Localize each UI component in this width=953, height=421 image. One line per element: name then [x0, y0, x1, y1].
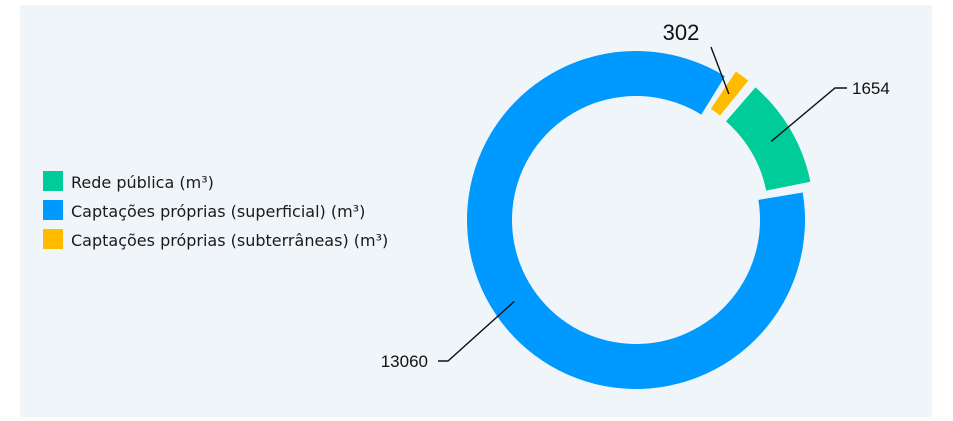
leader-line-captacoes-subterraneas [710, 46, 730, 95]
legend-swatch-captacoes-superficial [43, 200, 63, 220]
data-label-captacoes-superficial: 13060 [381, 352, 428, 371]
leader-line-rede-publica [770, 87, 847, 142]
legend-label-captacoes-subterraneas: Captações próprias (subterrâneas) (m³) [71, 231, 388, 250]
legend-label-rede-publica: Rede pública (m³) [71, 173, 214, 192]
legend: Rede pública (m³) Captações próprias (su… [43, 171, 388, 250]
legend-item-rede-publica[interactable]: Rede pública (m³) [43, 171, 214, 192]
donut-slices [466, 50, 811, 389]
legend-item-captacoes-superficial[interactable]: Captações próprias (superficial) (m³) [43, 200, 365, 221]
data-labels: 1654 13060 302 [381, 20, 890, 371]
legend-swatch-captacoes-subterraneas [43, 229, 63, 249]
leader-lines [438, 46, 847, 362]
legend-label-captacoes-superficial: Captações próprias (superficial) (m³) [71, 202, 365, 221]
legend-swatch-rede-publica [43, 171, 63, 191]
data-label-captacoes-subterraneas: 302 [663, 20, 700, 45]
legend-item-captacoes-subterraneas[interactable]: Captações próprias (subterrâneas) (m³) [43, 229, 388, 250]
leader-line-captacoes-superficial [438, 300, 515, 362]
slice-rede-publica[interactable] [725, 87, 811, 191]
slice-captacoes-subterraneas[interactable] [710, 71, 749, 116]
data-label-rede-publica: 1654 [852, 79, 890, 98]
